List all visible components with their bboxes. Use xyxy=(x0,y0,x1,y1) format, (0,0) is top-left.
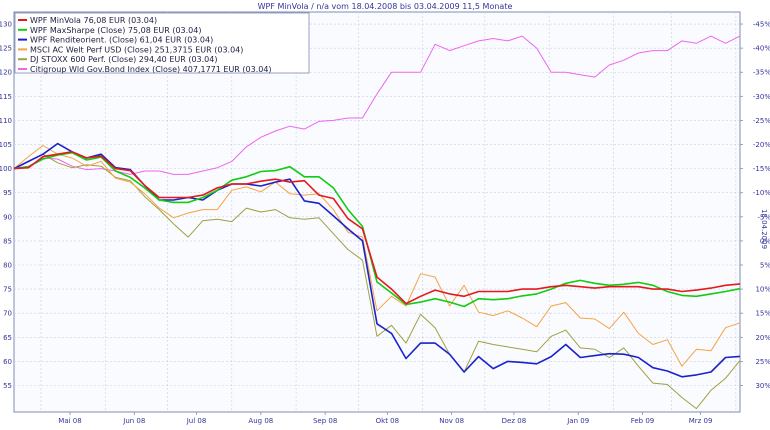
y-right-tick-label: 0% xyxy=(760,237,770,245)
y-tick-label: 120 xyxy=(0,69,12,77)
y-right-tick-label: -35% xyxy=(753,69,770,77)
y-tick-label: 105 xyxy=(0,141,12,149)
y-axis-right: 30% 25% 20% 15% 10% 5% 0% -5% -10% -15% -20% -25% -3… xyxy=(740,21,770,390)
legend-entry: Citigroup Wld Gov.Bond Index (Close) 407… xyxy=(30,65,272,74)
y-right-tick-label: 10% xyxy=(755,286,770,294)
y-right-tick-label: 15% xyxy=(755,310,770,318)
chart-title: WPF MinVola / n/a vom 18.04.2008 bis 03.… xyxy=(258,2,513,11)
x-tick-label: Mrz 09 xyxy=(689,417,713,425)
y-tick-label: 125 xyxy=(0,45,12,53)
y-tick-label: 60 xyxy=(3,358,12,366)
x-tick-label: Feb 09 xyxy=(631,417,655,425)
x-tick-label: Sep 08 xyxy=(313,417,337,425)
x-tick-label: Nov 08 xyxy=(439,417,464,425)
legend-box xyxy=(14,12,310,74)
y-right-tick-label: 30% xyxy=(755,382,770,390)
y-tick-label: 85 xyxy=(3,237,12,245)
series-line-wpf-1 xyxy=(13,151,741,308)
y-right-tick-label: -15% xyxy=(753,165,770,173)
y-tick-label: 90 xyxy=(3,213,12,221)
y-tick-label: 75 xyxy=(3,286,12,294)
y-right-tick-label: 20% xyxy=(755,334,770,342)
y-axis-left: 55 60 65 70 75 80 85 90 95 100 105 110 115 120 125 130 xyxy=(0,21,12,390)
legend: WPF MinVola 76,08 EUR (03.04)WPF MaxShar… xyxy=(14,12,310,74)
y-right-tick-label: -5% xyxy=(757,213,770,221)
y-tick-label: 115 xyxy=(0,93,12,101)
x-axis: Mai 08 Jun 08 Jul 08 Aug 08 Sep 08 Okt 08 Nov … xyxy=(58,412,712,425)
legend-entry: MSCI AC Welt Perf USD (Close) 251,3715 E… xyxy=(30,45,243,54)
y-tick-label: 70 xyxy=(3,310,12,318)
y-tick-label: 95 xyxy=(3,189,12,197)
x-tick-label: Okt 08 xyxy=(376,417,399,425)
legend-entry: WPF Renditeorient. (Close) 61,04 EUR (03… xyxy=(30,36,213,45)
series-line-citigroup-5 xyxy=(13,35,741,175)
x-tick-label: Mai 08 xyxy=(58,417,81,425)
legend-entry: WPF MinVola 76,08 EUR (03.04) xyxy=(30,16,157,25)
y-right-tick-label: -10% xyxy=(753,189,770,197)
y-tick-label: 130 xyxy=(0,21,12,29)
y-tick-label: 80 xyxy=(3,262,12,270)
y-right-tick-label: 5% xyxy=(760,262,770,270)
right-axis-title: 18.04.2009 xyxy=(760,209,768,249)
x-tick-label: Dez 08 xyxy=(502,417,527,425)
y-tick-label: 110 xyxy=(0,117,12,125)
legend-entry: WPF MaxSharpe (Close) 75,08 EUR (03.04) xyxy=(30,26,201,35)
y-right-tick-label: 25% xyxy=(755,358,770,366)
series-lines xyxy=(13,35,741,410)
plot-area xyxy=(13,11,741,413)
x-tick-label: Jun 08 xyxy=(122,417,145,425)
y-right-tick-label: -25% xyxy=(753,117,770,125)
series-line-msci-3 xyxy=(13,145,741,367)
series-line-wpf-0 xyxy=(13,151,741,305)
y-right-tick-label: -20% xyxy=(753,141,770,149)
y-tick-label: 55 xyxy=(3,382,12,390)
y-right-tick-label: -30% xyxy=(753,93,770,101)
y-right-tick-label: -45% xyxy=(753,21,770,29)
legend-entry: DJ STOXX 600 Perf. (Close) 294,40 EUR (0… xyxy=(30,55,217,64)
y-tick-label: 100 xyxy=(0,165,12,173)
y-right-tick-label: -40% xyxy=(753,45,770,53)
y-tick-label: 65 xyxy=(3,334,12,342)
x-tick-label: Jan 09 xyxy=(566,417,589,425)
x-tick-label: Jul 08 xyxy=(186,417,207,425)
x-tick-label: Aug 08 xyxy=(248,417,273,425)
